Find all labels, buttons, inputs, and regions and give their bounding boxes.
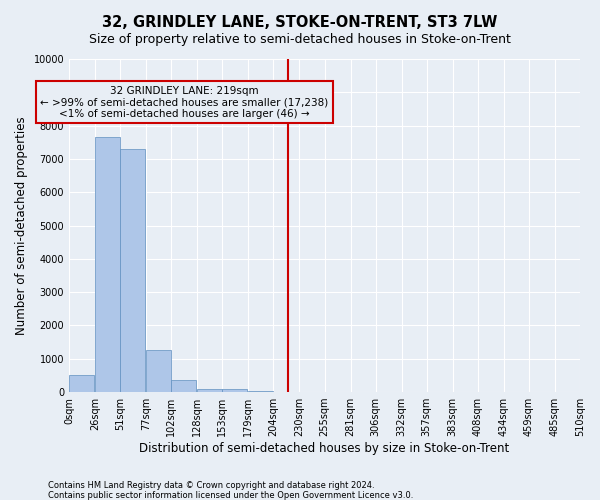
Bar [120,149,145,392]
Text: Contains public sector information licensed under the Open Government Licence v3: Contains public sector information licen… [48,490,413,500]
Bar [223,390,247,392]
Bar [95,138,120,392]
Text: 32 GRINDLEY LANE: 219sqm
← >99% of semi-detached houses are smaller (17,238)
<1%: 32 GRINDLEY LANE: 219sqm ← >99% of semi-… [40,86,328,119]
X-axis label: Distribution of semi-detached houses by size in Stoke-on-Trent: Distribution of semi-detached houses by … [139,442,509,455]
Text: 32, GRINDLEY LANE, STOKE-ON-TRENT, ST3 7LW: 32, GRINDLEY LANE, STOKE-ON-TRENT, ST3 7… [103,15,497,30]
Bar [248,391,274,392]
Text: Size of property relative to semi-detached houses in Stoke-on-Trent: Size of property relative to semi-detach… [89,32,511,46]
Bar [69,376,94,392]
Text: Contains HM Land Registry data © Crown copyright and database right 2024.: Contains HM Land Registry data © Crown c… [48,480,374,490]
Y-axis label: Number of semi-detached properties: Number of semi-detached properties [15,116,28,335]
Bar [171,380,196,392]
Bar [197,389,223,392]
Bar [146,350,171,392]
